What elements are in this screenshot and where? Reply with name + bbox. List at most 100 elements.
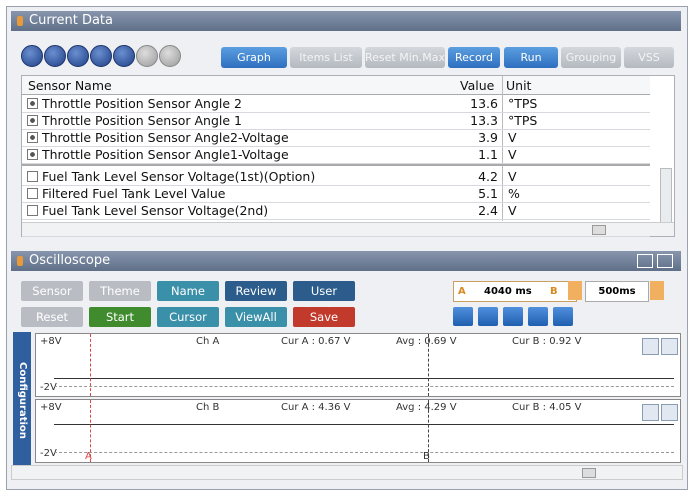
table-row[interactable]: Fuel Tank Level Sensor Voltage(1st)(Opti… xyxy=(22,168,650,186)
sensor-name: Throttle Position Sensor Angle2-Voltage xyxy=(42,130,289,145)
first-button[interactable] xyxy=(21,45,43,67)
sensor-unit: °TPS xyxy=(508,113,538,128)
cursor-b-marker: B xyxy=(423,451,430,462)
column-header: Sensor Name xyxy=(28,78,112,93)
stop-button[interactable] xyxy=(67,45,89,67)
window-button[interactable] xyxy=(657,254,673,268)
side-tab[interactable]: Configuration xyxy=(13,332,31,468)
current-data-titlebar: Current Data xyxy=(11,11,681,31)
prev-button[interactable] xyxy=(44,45,66,67)
sensor-unit: V xyxy=(508,147,517,162)
cursor-a-marker: A xyxy=(85,451,92,462)
toolbar-button[interactable]: Run xyxy=(504,47,558,68)
cursor-a-line xyxy=(90,400,91,462)
next-button[interactable] xyxy=(90,45,112,67)
zoom-button[interactable] xyxy=(642,404,659,421)
app-window: Current Data Graph Items List Reset Min.Ma… xyxy=(6,6,688,490)
window-button[interactable] xyxy=(637,254,653,268)
signal-trace xyxy=(54,378,674,379)
toolbar-button[interactable]: Record xyxy=(448,47,500,68)
cursor-a-value: Cur A : 4.36 V xyxy=(281,402,351,413)
toolbar-button[interactable]: Graph xyxy=(221,47,287,68)
zoom-button[interactable] xyxy=(642,338,659,355)
nav-button[interactable] xyxy=(528,307,548,326)
toolbar-button[interactable]: VSS xyxy=(624,47,674,68)
column-header: Value xyxy=(460,78,495,93)
horizontal-scrollbar[interactable] xyxy=(22,222,674,236)
checkbox[interactable] xyxy=(27,115,38,126)
scale-max: +8V xyxy=(40,336,62,347)
sensor-name: Throttle Position Sensor Angle 1 xyxy=(42,113,242,128)
cursor-b-label: B xyxy=(550,286,558,297)
scope-button[interactable]: Cursor xyxy=(157,307,219,327)
table-row[interactable]: Filtered Fuel Tank Level Value 5.1% xyxy=(22,185,650,203)
decrease-button[interactable] xyxy=(568,281,582,300)
table-row[interactable]: Throttle Position Sensor Angle2-Voltage 3… xyxy=(22,129,650,147)
scope-button[interactable]: ViewAll xyxy=(225,307,287,327)
checkbox[interactable] xyxy=(27,171,38,182)
channel-name: Ch B xyxy=(196,402,220,413)
toolbar-button[interactable]: Items List xyxy=(290,47,362,68)
baseline xyxy=(54,386,674,387)
nav-button[interactable] xyxy=(453,307,473,326)
scope-button[interactable]: Start xyxy=(89,307,151,327)
group-divider xyxy=(22,164,650,166)
vertical-scrollbar[interactable] xyxy=(660,168,672,226)
scope-button[interactable]: Save xyxy=(293,307,355,327)
nav-button[interactable] xyxy=(503,307,523,326)
scope-button[interactable]: User Setting xyxy=(293,281,355,318)
sensor-unit: °TPS xyxy=(508,96,538,111)
toolbar-button[interactable]: Reset Min.Max xyxy=(365,47,445,68)
channel-name: Ch A xyxy=(196,336,220,347)
sensor-unit: V xyxy=(508,169,517,184)
remove-button[interactable] xyxy=(159,45,181,67)
nav-button[interactable] xyxy=(553,307,573,326)
column-divider xyxy=(502,76,503,221)
side-label: Configuration xyxy=(17,362,28,439)
scope-button[interactable]: Name xyxy=(157,281,219,301)
add-button[interactable] xyxy=(136,45,158,67)
panel-title: Current Data xyxy=(29,13,113,28)
close-button[interactable] xyxy=(661,404,678,421)
sensor-name: Throttle Position Sensor Angle1-Voltage xyxy=(42,147,289,162)
baseline xyxy=(54,452,674,453)
sensor-unit: % xyxy=(508,186,520,201)
checkbox[interactable] xyxy=(27,132,38,143)
checkbox[interactable] xyxy=(27,149,38,160)
sensor-unit: V xyxy=(508,203,517,218)
table-row[interactable]: Throttle Position Sensor Angle 2 13.6 °TPS xyxy=(22,95,650,113)
scope-button[interactable]: Theme xyxy=(89,281,151,301)
nav-button[interactable] xyxy=(478,307,498,326)
toolbar-button[interactable]: Grouping xyxy=(561,47,621,68)
table-header: Sensor Name Value Unit xyxy=(22,76,650,95)
table-row[interactable]: Fuel Tank Level Sensor Voltage(2nd) 2.4 V xyxy=(22,202,650,220)
cursor-b-value: Cur B : 4.05 V xyxy=(512,402,582,413)
cursor-b-line xyxy=(428,334,429,396)
data-table: Sensor Name Value Unit Throttle Position… xyxy=(21,75,675,237)
increase-button[interactable] xyxy=(650,281,664,300)
sensor-name: Throttle Position Sensor Angle 2 xyxy=(42,96,242,111)
checkbox[interactable] xyxy=(27,205,38,216)
scope-button[interactable]: Reset xyxy=(21,307,83,327)
oscilloscope-titlebar: Oscilloscope xyxy=(11,251,681,271)
horizontal-scrollbar[interactable] xyxy=(11,465,683,480)
sensor-value: 4.2 xyxy=(478,169,498,184)
close-button[interactable] xyxy=(661,338,678,355)
cursor-a-line xyxy=(90,334,91,396)
sensor-value: 13.3 xyxy=(470,113,498,128)
cursor-time: A 4040 ms B xyxy=(453,281,577,302)
table-row[interactable]: Throttle Position Sensor Angle 1 13.3 °TPS xyxy=(22,112,650,130)
average-value: Avg : 4.29 V xyxy=(396,402,457,413)
last-button[interactable] xyxy=(113,45,135,67)
checkbox[interactable] xyxy=(27,98,38,109)
scope-channel: +8V -2V Ch B Cur A : 4.36 V Avg : 4.29 V Cur … xyxy=(35,399,681,463)
average-value: Avg : 0.69 V xyxy=(396,336,457,347)
table-row[interactable]: Throttle Position Sensor Angle1-Voltage 1… xyxy=(22,146,650,164)
checkbox[interactable] xyxy=(27,188,38,199)
scale-min: -2V xyxy=(40,448,57,459)
signal-trace xyxy=(54,424,674,425)
scope-button[interactable]: Review xyxy=(225,281,287,301)
sensor-value: 13.6 xyxy=(470,96,498,111)
scope-button[interactable]: Sensor xyxy=(21,281,83,301)
